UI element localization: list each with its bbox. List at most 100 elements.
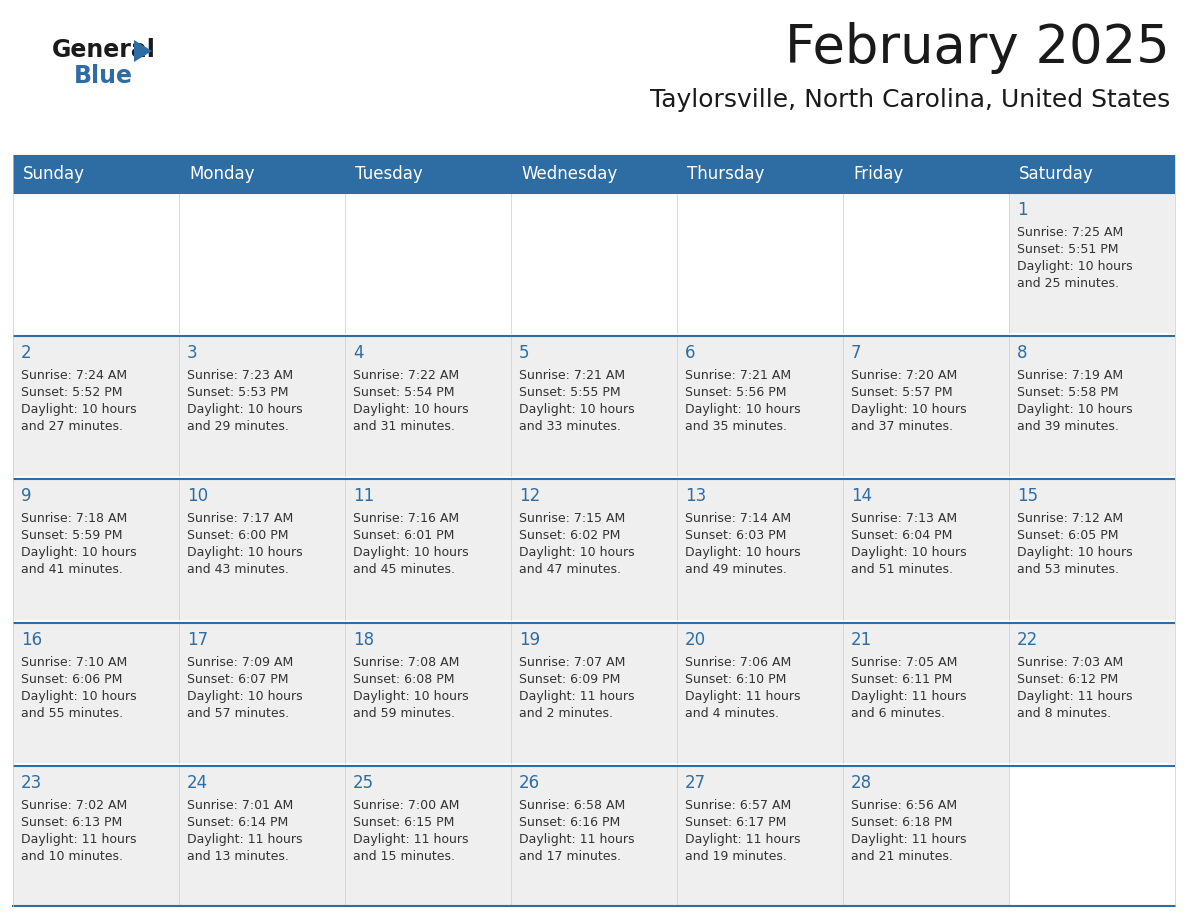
Text: Sunrise: 7:00 AM: Sunrise: 7:00 AM (353, 799, 460, 812)
Text: Thursday: Thursday (687, 165, 764, 183)
Text: 21: 21 (851, 631, 872, 649)
Text: and 35 minutes.: and 35 minutes. (685, 420, 786, 433)
Text: Daylight: 11 hours: Daylight: 11 hours (851, 689, 967, 702)
Text: Sunset: 6:07 PM: Sunset: 6:07 PM (187, 673, 289, 686)
Text: Daylight: 10 hours: Daylight: 10 hours (21, 689, 137, 702)
Text: Daylight: 10 hours: Daylight: 10 hours (21, 403, 137, 416)
Text: 12: 12 (519, 487, 541, 506)
Text: Sunset: 5:53 PM: Sunset: 5:53 PM (187, 386, 289, 399)
Text: and 8 minutes.: and 8 minutes. (1017, 707, 1111, 720)
Text: Sunrise: 7:25 AM: Sunrise: 7:25 AM (1017, 226, 1123, 239)
Bar (179, 479, 345, 620)
Bar (1009, 193, 1175, 333)
Bar (843, 193, 1009, 333)
Text: Sunrise: 7:02 AM: Sunrise: 7:02 AM (21, 799, 127, 812)
Text: and 19 minutes.: and 19 minutes. (685, 850, 786, 863)
Text: Daylight: 10 hours: Daylight: 10 hours (851, 546, 967, 559)
Text: 14: 14 (851, 487, 872, 506)
Text: and 2 minutes.: and 2 minutes. (519, 707, 613, 720)
Text: Daylight: 11 hours: Daylight: 11 hours (851, 833, 967, 845)
Bar (345, 622, 511, 763)
Text: Sunrise: 7:14 AM: Sunrise: 7:14 AM (685, 512, 791, 525)
Text: Daylight: 10 hours: Daylight: 10 hours (353, 403, 468, 416)
Text: Sunset: 6:06 PM: Sunset: 6:06 PM (21, 673, 122, 686)
Text: and 21 minutes.: and 21 minutes. (851, 850, 953, 863)
Text: Sunrise: 7:23 AM: Sunrise: 7:23 AM (187, 369, 293, 382)
Text: Sunrise: 7:17 AM: Sunrise: 7:17 AM (187, 512, 293, 525)
Text: and 55 minutes.: and 55 minutes. (21, 707, 124, 720)
Bar (179, 766, 345, 906)
Text: February 2025: February 2025 (785, 22, 1170, 74)
Bar (1009, 336, 1175, 476)
Text: Sunset: 6:05 PM: Sunset: 6:05 PM (1017, 530, 1118, 543)
Text: Daylight: 11 hours: Daylight: 11 hours (519, 689, 634, 702)
Text: and 13 minutes.: and 13 minutes. (187, 850, 289, 863)
Text: Daylight: 11 hours: Daylight: 11 hours (685, 833, 801, 845)
Text: and 39 minutes.: and 39 minutes. (1017, 420, 1119, 433)
Text: Sunrise: 7:24 AM: Sunrise: 7:24 AM (21, 369, 127, 382)
Bar (1009, 766, 1175, 906)
Text: Daylight: 10 hours: Daylight: 10 hours (1017, 403, 1132, 416)
Text: and 33 minutes.: and 33 minutes. (519, 420, 621, 433)
Bar (13, 622, 179, 763)
Text: 20: 20 (685, 631, 706, 649)
Bar (511, 479, 677, 620)
Text: Sunrise: 7:05 AM: Sunrise: 7:05 AM (851, 655, 958, 668)
Bar (677, 479, 843, 620)
Text: 5: 5 (519, 344, 530, 363)
Text: Daylight: 10 hours: Daylight: 10 hours (187, 403, 303, 416)
Text: Sunset: 6:14 PM: Sunset: 6:14 PM (187, 816, 289, 829)
Text: and 53 minutes.: and 53 minutes. (1017, 564, 1119, 577)
Bar (843, 766, 1009, 906)
Text: Sunset: 5:59 PM: Sunset: 5:59 PM (21, 530, 122, 543)
Bar (677, 766, 843, 906)
Bar (345, 193, 511, 333)
Bar (511, 193, 677, 333)
Text: Sunrise: 7:03 AM: Sunrise: 7:03 AM (1017, 655, 1123, 668)
Text: Daylight: 11 hours: Daylight: 11 hours (519, 833, 634, 845)
Text: and 37 minutes.: and 37 minutes. (851, 420, 953, 433)
Text: 9: 9 (21, 487, 32, 506)
Text: and 27 minutes.: and 27 minutes. (21, 420, 124, 433)
Bar (345, 479, 511, 620)
Bar (179, 622, 345, 763)
Text: and 59 minutes.: and 59 minutes. (353, 707, 455, 720)
Text: Blue: Blue (74, 64, 133, 88)
Text: Sunrise: 7:09 AM: Sunrise: 7:09 AM (187, 655, 293, 668)
Text: Sunset: 5:51 PM: Sunset: 5:51 PM (1017, 243, 1118, 256)
Text: Daylight: 10 hours: Daylight: 10 hours (851, 403, 967, 416)
Text: 10: 10 (187, 487, 208, 506)
Text: Sunrise: 6:58 AM: Sunrise: 6:58 AM (519, 799, 625, 812)
Bar (13, 479, 179, 620)
Text: Daylight: 10 hours: Daylight: 10 hours (353, 689, 468, 702)
Text: Sunset: 6:12 PM: Sunset: 6:12 PM (1017, 673, 1118, 686)
Bar (13, 155, 179, 193)
Text: and 17 minutes.: and 17 minutes. (519, 850, 621, 863)
Text: Taylorsville, North Carolina, United States: Taylorsville, North Carolina, United Sta… (650, 88, 1170, 112)
Bar (179, 336, 345, 476)
Text: Daylight: 10 hours: Daylight: 10 hours (685, 546, 801, 559)
Text: 22: 22 (1017, 631, 1038, 649)
Text: Sunset: 6:11 PM: Sunset: 6:11 PM (851, 673, 953, 686)
Text: Sunrise: 7:15 AM: Sunrise: 7:15 AM (519, 512, 625, 525)
Bar (13, 766, 179, 906)
Text: Daylight: 10 hours: Daylight: 10 hours (685, 403, 801, 416)
Text: Saturday: Saturday (1019, 165, 1094, 183)
Text: 13: 13 (685, 487, 706, 506)
Text: 4: 4 (353, 344, 364, 363)
Bar (345, 766, 511, 906)
Text: Wednesday: Wednesday (522, 165, 618, 183)
Text: and 43 minutes.: and 43 minutes. (187, 564, 289, 577)
Text: and 47 minutes.: and 47 minutes. (519, 564, 621, 577)
Text: Sunday: Sunday (23, 165, 86, 183)
Bar (843, 155, 1009, 193)
Text: Sunset: 6:15 PM: Sunset: 6:15 PM (353, 816, 454, 829)
Text: and 15 minutes.: and 15 minutes. (353, 850, 455, 863)
Text: Sunrise: 7:13 AM: Sunrise: 7:13 AM (851, 512, 958, 525)
Bar (13, 193, 179, 333)
Text: Sunrise: 7:12 AM: Sunrise: 7:12 AM (1017, 512, 1123, 525)
Text: and 10 minutes.: and 10 minutes. (21, 850, 124, 863)
Bar (1009, 155, 1175, 193)
Text: Sunset: 6:13 PM: Sunset: 6:13 PM (21, 816, 122, 829)
Text: 15: 15 (1017, 487, 1038, 506)
